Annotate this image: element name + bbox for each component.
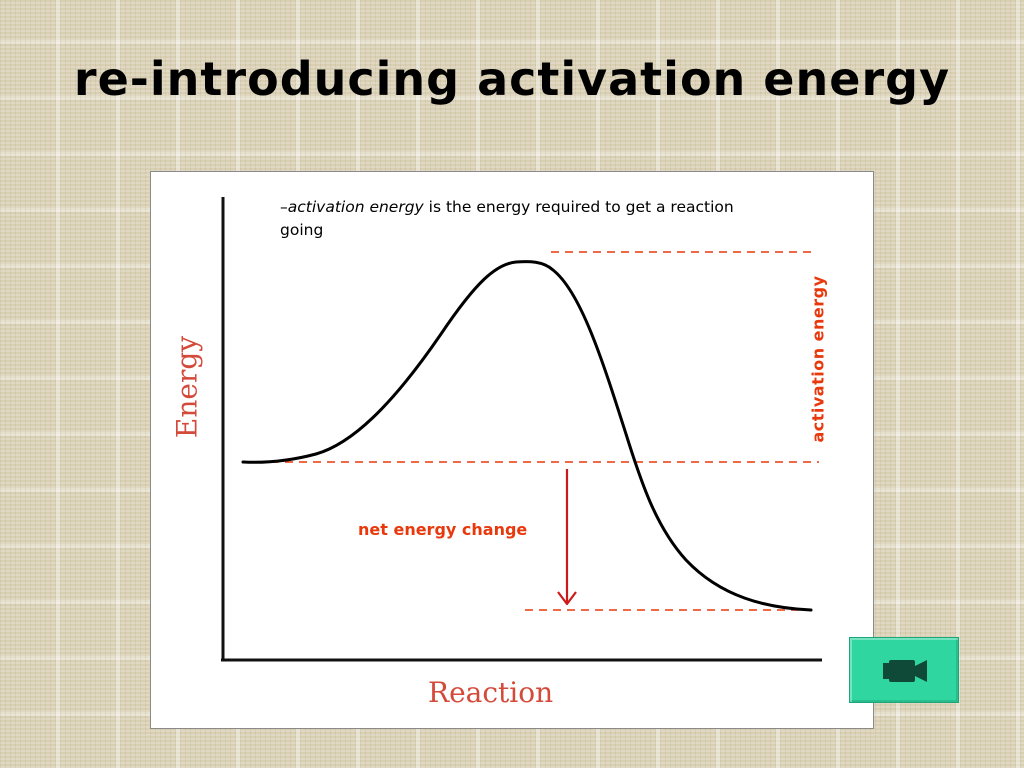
energy-diagram-graphic (221, 197, 822, 662)
net-energy-change-label: net energy change (358, 520, 528, 539)
reaction-energy-curve (241, 260, 813, 612)
definition-bullet: – (280, 198, 288, 216)
definition-term: activation energy (287, 198, 424, 216)
energy-diagram: –activation energy is the energy require… (150, 171, 874, 729)
slide-title: re-introducing activation energy (73, 52, 951, 106)
video-playback-button[interactable] (849, 637, 959, 703)
net-energy-arrow-head (557, 591, 577, 606)
x-axis-label: Reaction (428, 676, 554, 709)
activation-energy-definition: –activation energy is the energy require… (280, 196, 750, 242)
definition-text: is the energy required to get a reaction… (280, 198, 734, 239)
video-camera-icon (883, 660, 927, 682)
